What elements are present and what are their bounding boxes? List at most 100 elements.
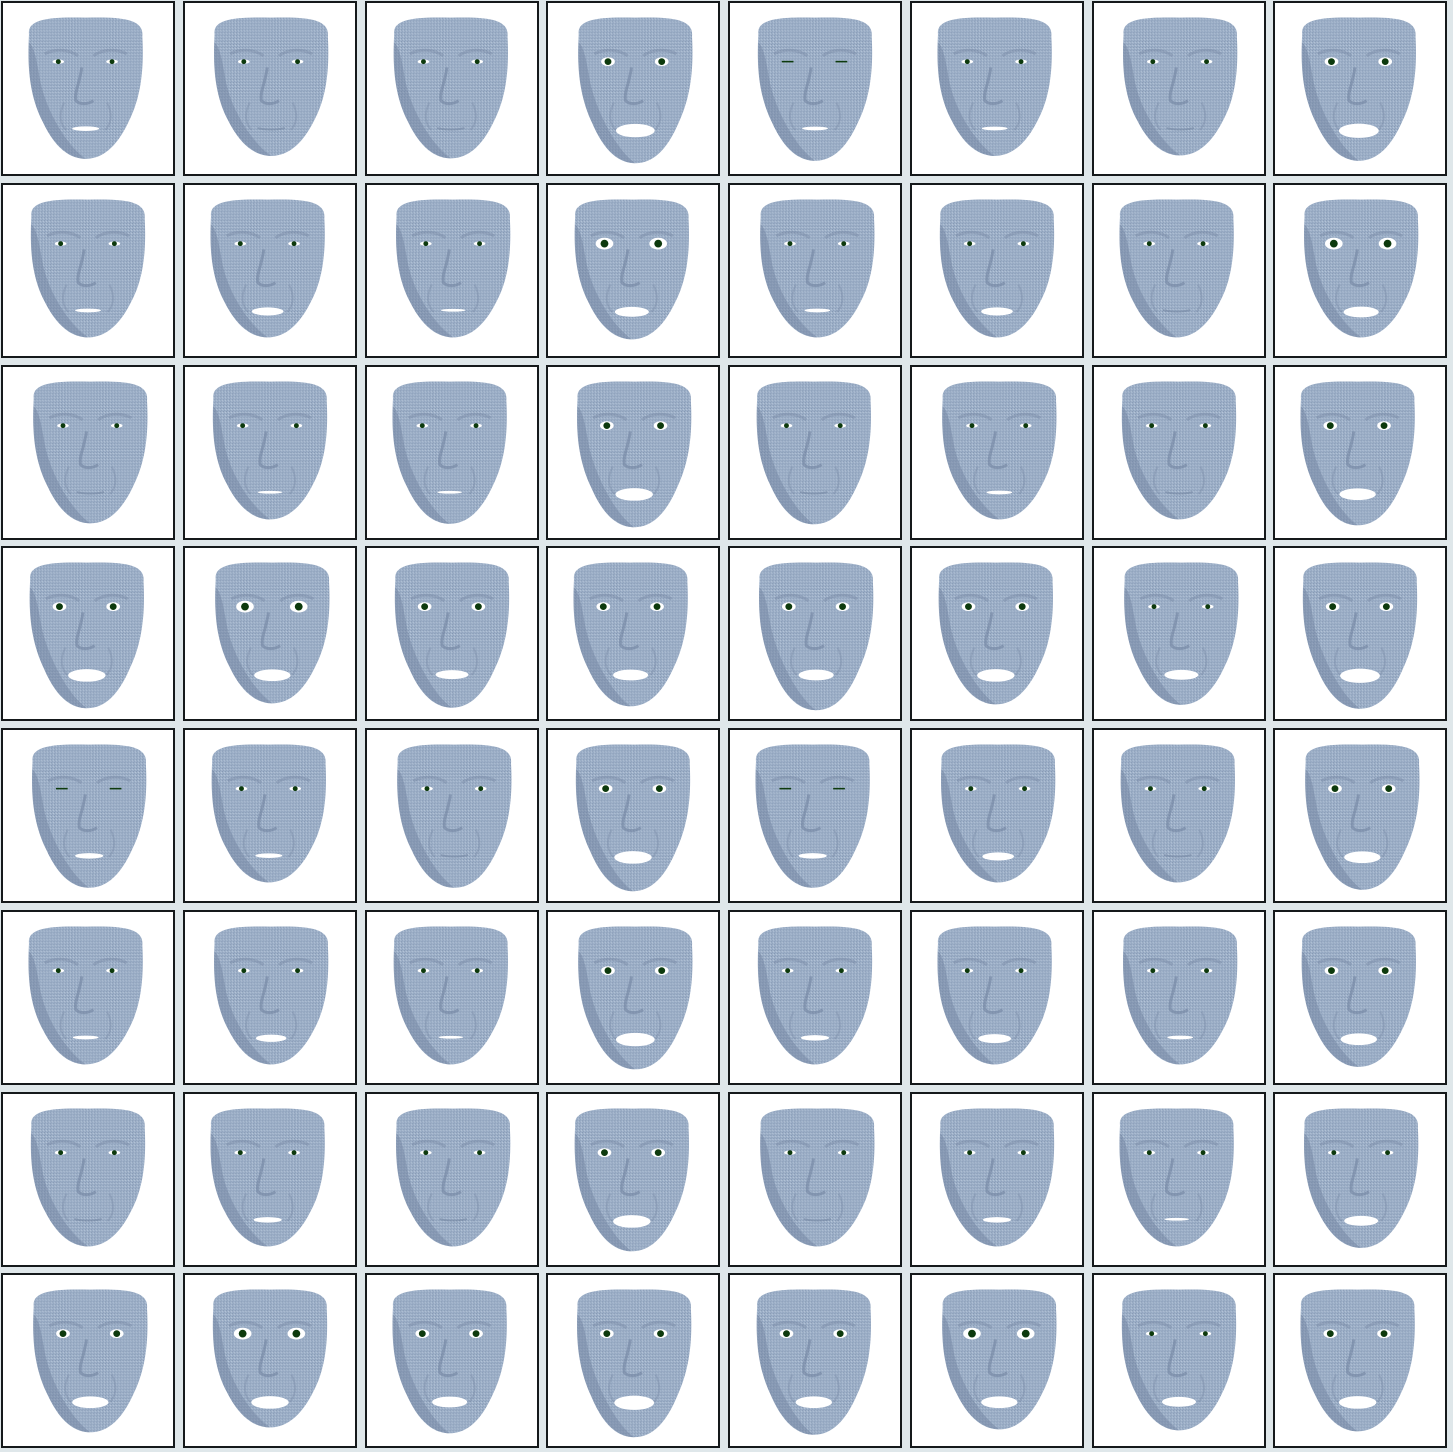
face-shadow <box>575 769 633 892</box>
cheek-folds <box>1155 647 1208 676</box>
cheek-folds <box>1332 1011 1385 1040</box>
face-mesh <box>938 562 1053 705</box>
face-render <box>1121 381 1237 520</box>
mouth-opening <box>255 1034 287 1042</box>
cheek-folds <box>59 1011 112 1040</box>
left-pupil <box>1331 785 1339 793</box>
cheek-folds <box>972 829 1025 858</box>
face-mesh <box>396 1108 511 1247</box>
nose <box>439 67 460 106</box>
left-pupil <box>599 603 607 611</box>
left-pupil <box>787 241 793 247</box>
face-render <box>214 926 329 1065</box>
face-mesh <box>1124 562 1239 705</box>
face-mesh <box>30 1108 146 1247</box>
face-shadow <box>29 587 87 709</box>
face-mesh <box>937 17 1052 156</box>
left-pupil <box>968 1329 976 1338</box>
brow-shading <box>1320 775 1405 784</box>
face-render <box>1121 1289 1237 1431</box>
mouth-opening <box>981 126 1008 131</box>
face-shadow <box>210 1133 268 1247</box>
cheek-folds <box>423 466 476 495</box>
right-pupil <box>1022 786 1027 792</box>
right-pupil <box>1201 786 1207 792</box>
face-skin <box>33 381 148 524</box>
mouth-closed <box>436 127 465 131</box>
brow-shading <box>954 593 1038 602</box>
face-shadow <box>757 951 815 1065</box>
face-shadow <box>938 587 996 705</box>
cheek-folds <box>1151 829 1204 858</box>
nose <box>75 612 96 651</box>
face-mesh <box>394 562 510 708</box>
brow-shading <box>228 412 312 421</box>
brow-shading <box>774 593 858 602</box>
face-render <box>1123 926 1238 1065</box>
nose <box>621 794 642 833</box>
face-mesh <box>1305 744 1420 890</box>
face-mesh <box>392 381 507 524</box>
face-tile <box>910 1273 1084 1448</box>
right-pupil <box>109 603 117 611</box>
face-shadow <box>215 587 273 704</box>
nose <box>1347 67 1368 106</box>
brow-shading <box>590 1139 674 1148</box>
cheek-folds <box>242 829 295 858</box>
mouth-opening <box>438 1035 464 1039</box>
mouth-opening <box>440 308 466 312</box>
right-pupil <box>473 423 479 429</box>
face-mesh <box>757 926 873 1065</box>
cheek-folds <box>789 102 841 131</box>
left-pupil <box>58 241 64 247</box>
face-tile <box>1092 546 1266 721</box>
left-pupil <box>1326 422 1334 430</box>
face-skin <box>215 562 330 704</box>
face-render <box>1301 926 1416 1067</box>
right-pupil <box>839 603 846 611</box>
face-mesh <box>28 17 143 159</box>
brow-shading <box>1319 1139 1403 1148</box>
face-render <box>396 199 511 338</box>
left-pupil <box>1151 604 1157 610</box>
cheek-folds <box>60 647 113 676</box>
brow-shading <box>230 593 315 602</box>
face-shadow <box>1120 769 1178 883</box>
face-mesh <box>396 199 511 338</box>
right-pupil <box>477 1150 482 1156</box>
face-shadow <box>1119 1133 1177 1247</box>
left-pupil <box>421 59 426 65</box>
mouth-opening <box>1162 1396 1196 1407</box>
face-mesh <box>28 926 143 1065</box>
face-shadow <box>1124 587 1182 705</box>
left-pupil <box>1331 1150 1337 1156</box>
face-tile <box>1092 910 1266 1085</box>
right-pupil <box>1382 603 1390 611</box>
face-skin <box>937 17 1052 156</box>
face-skin <box>574 199 689 340</box>
face-mesh <box>393 926 508 1065</box>
nose <box>1168 976 1189 1015</box>
nose <box>804 612 825 651</box>
nose <box>622 431 643 470</box>
mouth-opening <box>68 669 106 682</box>
brow-shading <box>770 775 855 784</box>
left-pupil <box>964 968 970 974</box>
face-tile <box>1273 1092 1447 1267</box>
face-mesh <box>573 562 688 707</box>
cheek-folds <box>1331 466 1384 495</box>
right-pupil <box>653 603 661 611</box>
face-skin <box>212 381 328 520</box>
nose <box>1165 1158 1186 1197</box>
face-skin <box>577 1289 692 1438</box>
face-skin <box>397 744 512 888</box>
left-pupil <box>787 1150 793 1156</box>
right-pupil <box>837 423 843 429</box>
mouth-closed <box>803 1218 832 1222</box>
face-shadow <box>392 1314 450 1434</box>
face-tile <box>1 1273 175 1448</box>
face-mesh <box>939 1108 1055 1247</box>
right-pupil <box>1200 1150 1206 1156</box>
face-tile <box>183 1092 357 1267</box>
face-shadow <box>757 42 815 161</box>
